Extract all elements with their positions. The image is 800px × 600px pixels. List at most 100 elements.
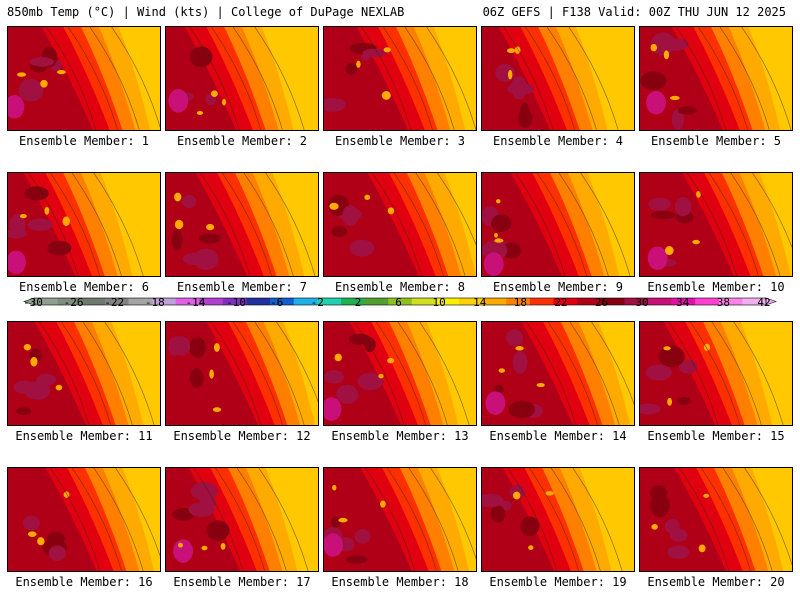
- colorbar-tick-label: 26: [594, 296, 609, 309]
- colorbar-swatch: [435, 298, 460, 305]
- colorbar-swatch: [104, 298, 129, 305]
- ensemble-member-map: [7, 321, 161, 426]
- temperature-field: [324, 173, 476, 276]
- ensemble-member-label: Ensemble Member: 20: [647, 575, 785, 589]
- colorbar-tick-label: 6: [395, 296, 402, 309]
- colorbar-swatch: [270, 298, 295, 305]
- colorbar-tick-label: 18: [513, 296, 527, 309]
- temperature-field: [324, 322, 476, 425]
- ensemble-member-label: Ensemble Member: 13: [331, 429, 469, 443]
- ensemble-member-label: Ensemble Member: 4: [492, 134, 624, 148]
- ensemble-member-map: [639, 172, 793, 277]
- ensemble-member-label: Ensemble Member: 14: [489, 429, 627, 443]
- ensemble-member-map: [481, 172, 635, 277]
- colorbar-swatch: [647, 298, 672, 305]
- colorbar-swatch: [624, 298, 649, 305]
- colorbar-tick-label: 10: [432, 296, 446, 309]
- temperature-field: [482, 173, 634, 276]
- ensemble-member-map: [639, 26, 793, 131]
- temperature-field: [324, 468, 476, 571]
- ensemble-member-label: Ensemble Member: 9: [492, 280, 624, 294]
- ensemble-member-map: [165, 26, 319, 131]
- colorbar-swatch: [81, 298, 106, 305]
- temperature-field: [8, 27, 160, 130]
- colorbar-swatch: [246, 298, 271, 305]
- ensemble-member-map: [481, 321, 635, 426]
- ensemble-member-label: Ensemble Member: 6: [18, 280, 150, 294]
- ensemble-member-label: Ensemble Member: 2: [176, 134, 308, 148]
- colorbar-tick-label: -2: [310, 296, 324, 309]
- colorbar-swatch: [317, 298, 342, 305]
- temperature-field: [166, 173, 318, 276]
- colorbar-tick-label: -10: [226, 296, 246, 309]
- colorbar-swatch: [577, 298, 602, 305]
- temperature-field: [324, 27, 476, 130]
- colorbar-tick-label: 30: [635, 296, 649, 309]
- colorbar-swatch: [364, 298, 389, 305]
- colorbar-swatch: [199, 298, 224, 305]
- temperature-field: [482, 322, 634, 425]
- colorbar-swatch: [600, 298, 625, 305]
- ensemble-member-label: Ensemble Member: 3: [334, 134, 466, 148]
- ensemble-member-map: [165, 321, 319, 426]
- temperature-field: [640, 27, 792, 130]
- temperature-colorbar: -30 -26 -22 -18 -14 -10 -6 -2 2 6 10 14 18 22 26 30 34 38…: [0, 296, 800, 326]
- colorbar-tick-label: -18: [144, 296, 165, 309]
- colorbar-tick-label: 2: [354, 296, 362, 309]
- ensemble-member-map: [639, 467, 793, 572]
- ensemble-member-map: [323, 467, 477, 572]
- ensemble-member-label: Ensemble Member: 10: [647, 280, 785, 294]
- colorbar-swatch: [293, 298, 318, 305]
- colorbar-swatch: [222, 298, 247, 305]
- colorbar-swatch: [529, 298, 554, 305]
- temperature-field: [8, 322, 160, 425]
- temperature-field: [166, 322, 318, 425]
- colorbar-swatch: [388, 298, 413, 305]
- ensemble-member-label: Ensemble Member: 1: [18, 134, 150, 148]
- ensemble-member-map: [7, 26, 161, 131]
- colorbar-swatch: [175, 298, 200, 305]
- ensemble-member-label: Ensemble Member: 12: [173, 429, 311, 443]
- colorbar-swatch: [506, 298, 531, 305]
- ensemble-member-label: Ensemble Member: 7: [176, 280, 308, 294]
- colorbar-tick-label: -22: [104, 296, 125, 309]
- ensemble-member-map: [165, 172, 319, 277]
- ensemble-member-map: [639, 321, 793, 426]
- colorbar-swatch: [459, 298, 483, 305]
- colorbar-tick-label: -26: [63, 296, 84, 309]
- ensemble-member-map: [481, 26, 635, 131]
- colorbar-tick-label: 34: [676, 296, 690, 309]
- map-title: 850mb Temp (°C) | Wind (kts) | College o…: [7, 5, 405, 19]
- colorbar-swatch: [482, 298, 507, 305]
- colorbar-swatch: [553, 298, 578, 305]
- colorbar-swatch: [152, 298, 176, 305]
- ensemble-member-map: [7, 467, 161, 572]
- ensemble-member-map: [165, 467, 319, 572]
- temperature-field: [166, 27, 318, 130]
- colorbar-swatch: [340, 298, 365, 305]
- colorbar-tick-label: 42: [757, 296, 771, 309]
- temperature-field: [8, 173, 160, 276]
- colorbar-tick-label: -14: [185, 296, 206, 309]
- ensemble-member-label: Ensemble Member: 15: [647, 429, 785, 443]
- colorbar-swatch: [695, 298, 720, 305]
- valid-time-label: 06Z GEFS | F138 Valid: 00Z THU JUN 12 20…: [482, 5, 786, 19]
- ensemble-member-label: Ensemble Member: 19: [489, 575, 627, 589]
- temperature-field: [640, 322, 792, 425]
- colorbar-tick-label: 22: [554, 296, 568, 309]
- ensemble-member-map: [323, 26, 477, 131]
- colorbar-swatch: [34, 298, 58, 305]
- temperature-field: [166, 468, 318, 571]
- colorbar-swatch: [671, 298, 696, 305]
- ensemble-member-map: [323, 321, 477, 426]
- colorbar-swatch: [718, 298, 743, 305]
- ensemble-member-label: Ensemble Member: 8: [334, 280, 466, 294]
- temperature-field: [640, 173, 792, 276]
- ensemble-member-map: [7, 172, 161, 277]
- colorbar-tick-label: 38: [716, 296, 730, 309]
- colorbar-tick-label: 14: [473, 296, 487, 309]
- colorbar-swatch: [57, 298, 82, 305]
- colorbar-tick-label: -30: [23, 296, 43, 309]
- colorbar-swatch: [411, 298, 436, 305]
- ensemble-member-map: [323, 172, 477, 277]
